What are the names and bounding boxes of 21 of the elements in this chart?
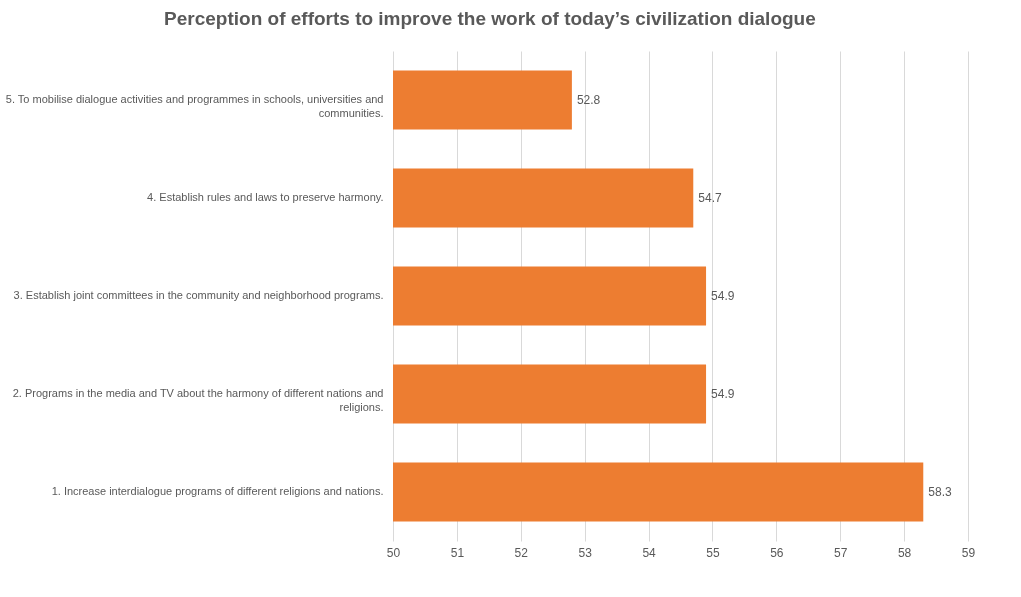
y-tick-label: 4. Establish rules and laws to preserve harmony. <box>147 191 384 203</box>
data-label: 58.3 <box>928 485 952 499</box>
y-tick-label: 5. To mobilise dialogue activities and programmes in schools, universities and communities. <box>5 93 384 119</box>
data-label: 52.8 <box>576 93 601 107</box>
x-tick-label: 50 <box>386 545 401 560</box>
data-label: 54.7 <box>698 191 722 205</box>
x-tick-label: 58 <box>897 545 912 560</box>
y-tick-label: 1. Increase interdialogue programs of different religions and nations. <box>51 485 384 497</box>
x-tick-label: 51 <box>450 545 465 560</box>
x-tick-label: 59 <box>961 545 976 560</box>
y-tick-label: 2. Programs in the media and TV about the harmony of different nations and religions. <box>12 387 384 413</box>
x-tick-label: 52 <box>514 545 529 560</box>
data-label: 54.9 <box>711 387 735 401</box>
chart-title: Perception of efforts to improve the work of today’s civilization dialogue <box>164 8 816 29</box>
x-tick-label: 57 <box>834 545 848 560</box>
y-tick-label: 3. Establish joint committees in the community and neighborhood programs. <box>13 289 384 301</box>
x-tick-label: 53 <box>578 545 593 560</box>
x-tick-label: 56 <box>770 545 784 560</box>
data-label: 54.9 <box>711 289 735 303</box>
x-tick-label: 55 <box>706 545 720 560</box>
x-tick-label: 54 <box>642 545 657 560</box>
